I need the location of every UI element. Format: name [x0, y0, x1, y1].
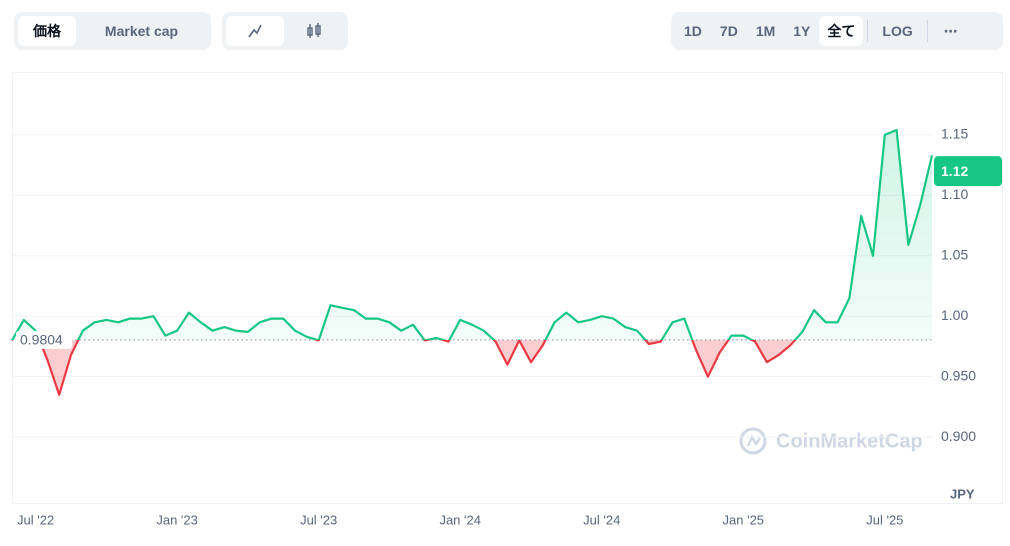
- line-icon: [248, 24, 262, 38]
- tab-price[interactable]: 価格: [18, 16, 76, 46]
- baseline-label: 0.9804: [20, 332, 63, 348]
- separator: [926, 20, 928, 42]
- current-price-badge: [934, 156, 1002, 187]
- x-tick-label: Jan '24: [439, 512, 481, 527]
- range-button[interactable]: 1M: [755, 23, 776, 39]
- y-tick-label: 0.950: [941, 367, 976, 383]
- y-tick-label: 0.900: [941, 428, 976, 444]
- x-tick-label: Jul '23: [300, 512, 337, 527]
- tab-group: 価格 Market cap: [14, 12, 211, 50]
- candle-icon: [307, 23, 321, 38]
- range-button[interactable]: 全て: [819, 16, 864, 46]
- range-group: 1D 7D 1M 1Y 全て LOG ⋯: [671, 12, 1003, 50]
- area-fill: [12, 130, 932, 395]
- unit-label: JPY: [950, 486, 975, 501]
- x-tick-label: Jul '22: [17, 512, 54, 527]
- y-tick-label: 1.15: [941, 126, 968, 142]
- x-tick-label: Jan '23: [156, 512, 198, 527]
- x-tick-label: Jul '24: [583, 512, 620, 527]
- range-button[interactable]: 1Y: [793, 23, 811, 39]
- line-chart-button[interactable]: [226, 16, 284, 46]
- x-tick-label: Jul '25: [866, 512, 903, 527]
- y-tick-label: 1.00: [941, 307, 968, 323]
- separator: [867, 20, 869, 42]
- chart-frame: [12, 72, 1003, 504]
- tab-market-cap[interactable]: Market cap: [104, 23, 179, 39]
- more-button[interactable]: ⋯: [943, 22, 958, 39]
- x-tick-label: Jan '25: [723, 512, 765, 527]
- watermark: CoinMarketCap: [776, 430, 923, 452]
- y-tick-label: 1.10: [941, 186, 968, 202]
- range-button[interactable]: 1D: [684, 23, 702, 39]
- log-button[interactable]: LOG: [882, 23, 913, 39]
- range-button[interactable]: 7D: [719, 23, 738, 39]
- chart-type-group: [222, 12, 348, 50]
- current-price-label: 1.12: [941, 163, 968, 179]
- candle-chart-button[interactable]: [284, 16, 344, 46]
- y-tick-label: 1.05: [941, 246, 968, 262]
- price-line: [11, 128, 934, 396]
- baseline-label-bg: [16, 330, 72, 349]
- watermark-logo: [739, 427, 767, 455]
